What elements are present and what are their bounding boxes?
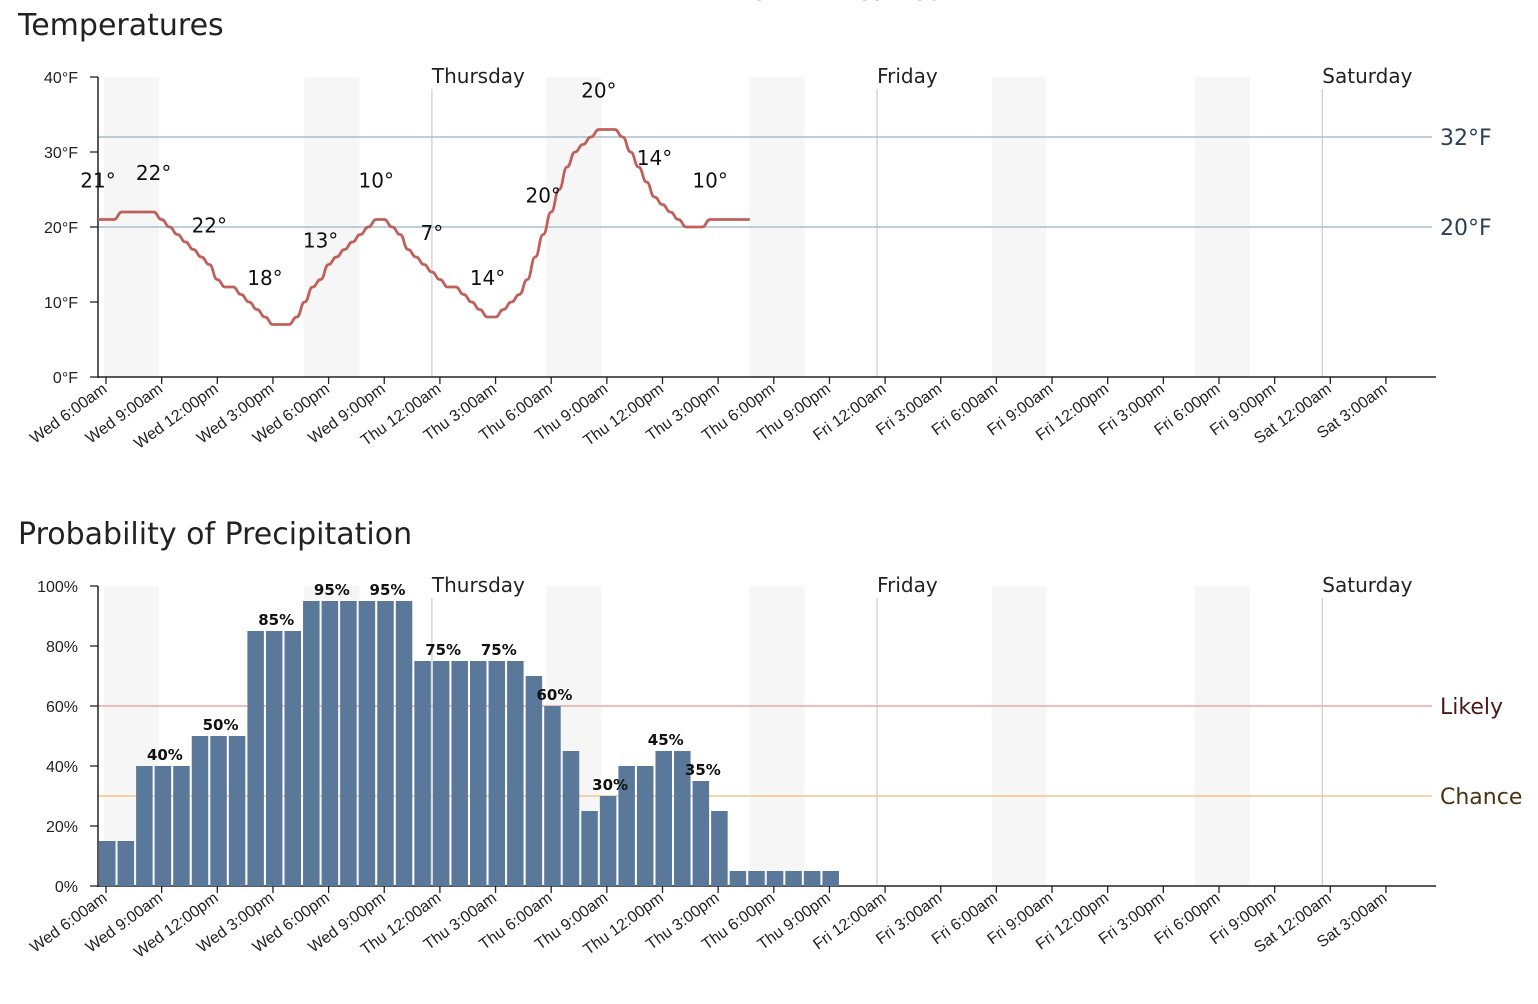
- precip-bar: [636, 766, 654, 886]
- temperature-point-label: 10°: [359, 169, 394, 193]
- precip-bar: [154, 766, 172, 886]
- y-tick-label: 40%: [46, 759, 78, 776]
- precip-bar-label: 45%: [648, 731, 684, 749]
- precip-bar: [136, 766, 153, 886]
- precip-bar: [692, 781, 710, 886]
- precip-bar: [488, 661, 506, 886]
- precip-bar: [303, 601, 320, 886]
- day-label-thursday: Thursday: [431, 573, 525, 597]
- precip-bar: [191, 736, 209, 886]
- precip-bar: [655, 751, 672, 886]
- temperature-point-label: 30°: [915, 0, 950, 5]
- precip-bar: [284, 631, 301, 886]
- y-tick-label: 10°F: [44, 295, 78, 312]
- y-tick-label: 80%: [46, 639, 78, 656]
- precip-bar: [117, 841, 135, 886]
- y-tick-label: 0%: [55, 879, 78, 896]
- precip-bar: [599, 796, 617, 886]
- precip-bar-label: 95%: [370, 581, 406, 599]
- precip-bar: [711, 811, 728, 886]
- precip-bar: [173, 766, 190, 886]
- precip-bar: [618, 766, 635, 886]
- temperature-point-label: 22°: [804, 0, 839, 5]
- y-tick-label: 100%: [37, 579, 78, 596]
- y-tick-label: 40°F: [44, 70, 78, 87]
- precip-bar: [674, 751, 691, 886]
- precip-bar: [321, 601, 339, 886]
- precip-bar: [766, 871, 784, 886]
- y-tick-label: 0°F: [53, 370, 78, 387]
- temperature-point-label: 18°: [247, 266, 282, 290]
- reference-label: Chance: [1440, 785, 1522, 810]
- day-label-friday: Friday: [877, 64, 938, 88]
- precip-bar-label: 75%: [425, 641, 461, 659]
- precip-bar: [729, 871, 747, 886]
- precip-bar: [265, 631, 283, 886]
- temperature-point-label: 7°: [421, 221, 444, 245]
- day-label-saturday: Saturday: [1322, 573, 1412, 597]
- night-band: [991, 586, 1047, 886]
- precip-bar: [562, 751, 580, 886]
- precip-bar: [377, 601, 394, 886]
- precip-bar-label: 35%: [685, 761, 721, 779]
- precip-bar: [785, 871, 802, 886]
- precip-bar: [544, 706, 561, 886]
- temperature-chart: Thursday Friday Saturday 32°F 20°F 0°F 10°F 20°…: [27, 0, 1491, 453]
- temperature-point-label: 21°: [1026, 0, 1061, 5]
- precip-bar: [432, 661, 450, 886]
- precip-bar-label: 85%: [258, 611, 294, 629]
- precip-bar: [803, 871, 821, 886]
- precip-bar: [247, 631, 264, 886]
- night-band: [749, 586, 805, 886]
- temperature-point-label: 10°: [692, 169, 727, 193]
- temperature-point-label: 33°: [859, 0, 894, 5]
- precip-bar: [228, 736, 246, 886]
- day-label-saturday: Saturday: [1322, 64, 1412, 88]
- precip-bar-label: 60%: [536, 686, 572, 704]
- temperature-point-label: 14°: [637, 146, 672, 170]
- precip-bar: [525, 676, 543, 886]
- reference-label: Likely: [1440, 695, 1503, 720]
- precip-bar: [340, 601, 357, 886]
- precip-bar-label: 40%: [147, 746, 183, 764]
- precip-bar: [470, 661, 487, 886]
- reference-label: 32°F: [1440, 126, 1492, 151]
- precip-bar: [507, 661, 524, 886]
- day-label-thursday: Thursday: [431, 64, 525, 88]
- precip-bar: [748, 871, 765, 886]
- y-tick-label: 20°F: [44, 220, 78, 237]
- precip-bar-label: 30%: [592, 776, 628, 794]
- precipitation-chart: Thursday Friday Saturday Likely Chance 0% 20% 4…: [27, 573, 1522, 962]
- temperature-point-label: 20°: [581, 79, 616, 103]
- precip-bar: [822, 871, 839, 886]
- temperature-point-label: 20°: [525, 184, 560, 208]
- precip-bar: [358, 601, 376, 886]
- temperature-line: [98, 128, 750, 326]
- temperature-point-label: 9°: [754, 0, 777, 5]
- temperature-point-label: 14°: [470, 266, 505, 290]
- y-tick-label: 20%: [46, 819, 78, 836]
- temperature-point-label: 13°: [303, 229, 338, 253]
- y-tick-label: 30°F: [44, 145, 78, 162]
- precip-bar: [414, 661, 431, 886]
- temperature-point-label: 22°: [136, 161, 171, 185]
- precip-bar: [451, 661, 468, 886]
- precip-bar-label: 95%: [314, 581, 350, 599]
- temperatures-title: Temperatures: [18, 8, 224, 43]
- precip-bar: [395, 601, 413, 886]
- precip-bar-label: 75%: [481, 641, 517, 659]
- precipitation-title: Probability of Precipitation: [18, 517, 413, 552]
- temperature-point-label: 22°: [192, 214, 227, 238]
- temperature-point-label: 21°: [80, 169, 115, 193]
- precip-bar: [99, 841, 116, 886]
- precip-bar-label: 50%: [203, 716, 239, 734]
- precip-bar: [581, 811, 598, 886]
- reference-label: 20°F: [1440, 216, 1492, 241]
- precip-bar: [210, 736, 227, 886]
- night-band: [1194, 586, 1250, 886]
- day-label-friday: Friday: [877, 573, 938, 597]
- y-tick-label: 60%: [46, 699, 78, 716]
- temperature-point-label: 21°: [971, 0, 1006, 5]
